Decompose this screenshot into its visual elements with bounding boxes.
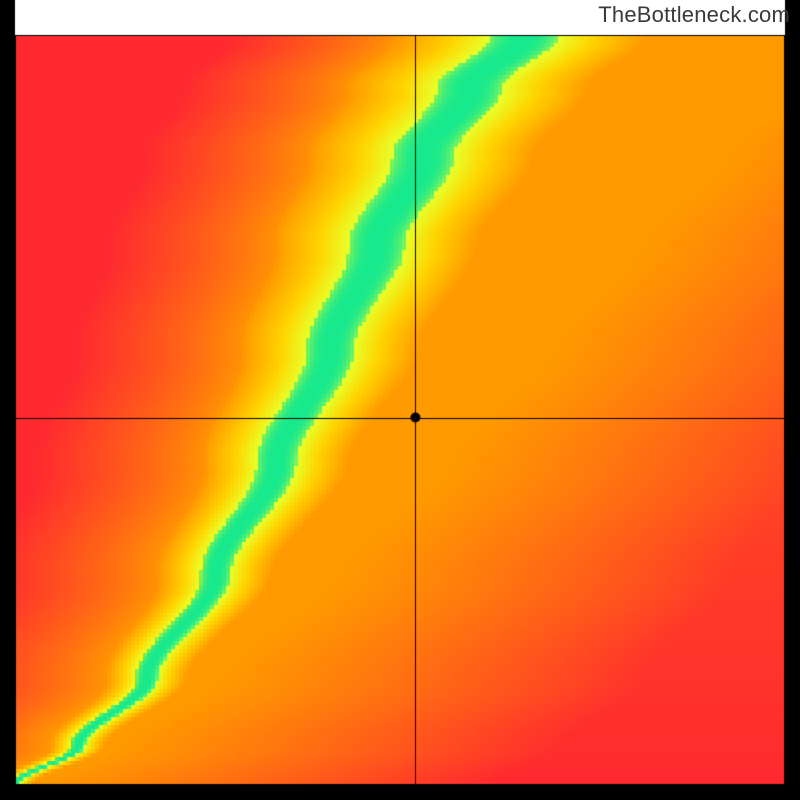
chart-container: TheBottleneck.com	[0, 0, 800, 800]
watermark-text: TheBottleneck.com	[598, 2, 790, 28]
heatmap-canvas	[0, 0, 800, 800]
